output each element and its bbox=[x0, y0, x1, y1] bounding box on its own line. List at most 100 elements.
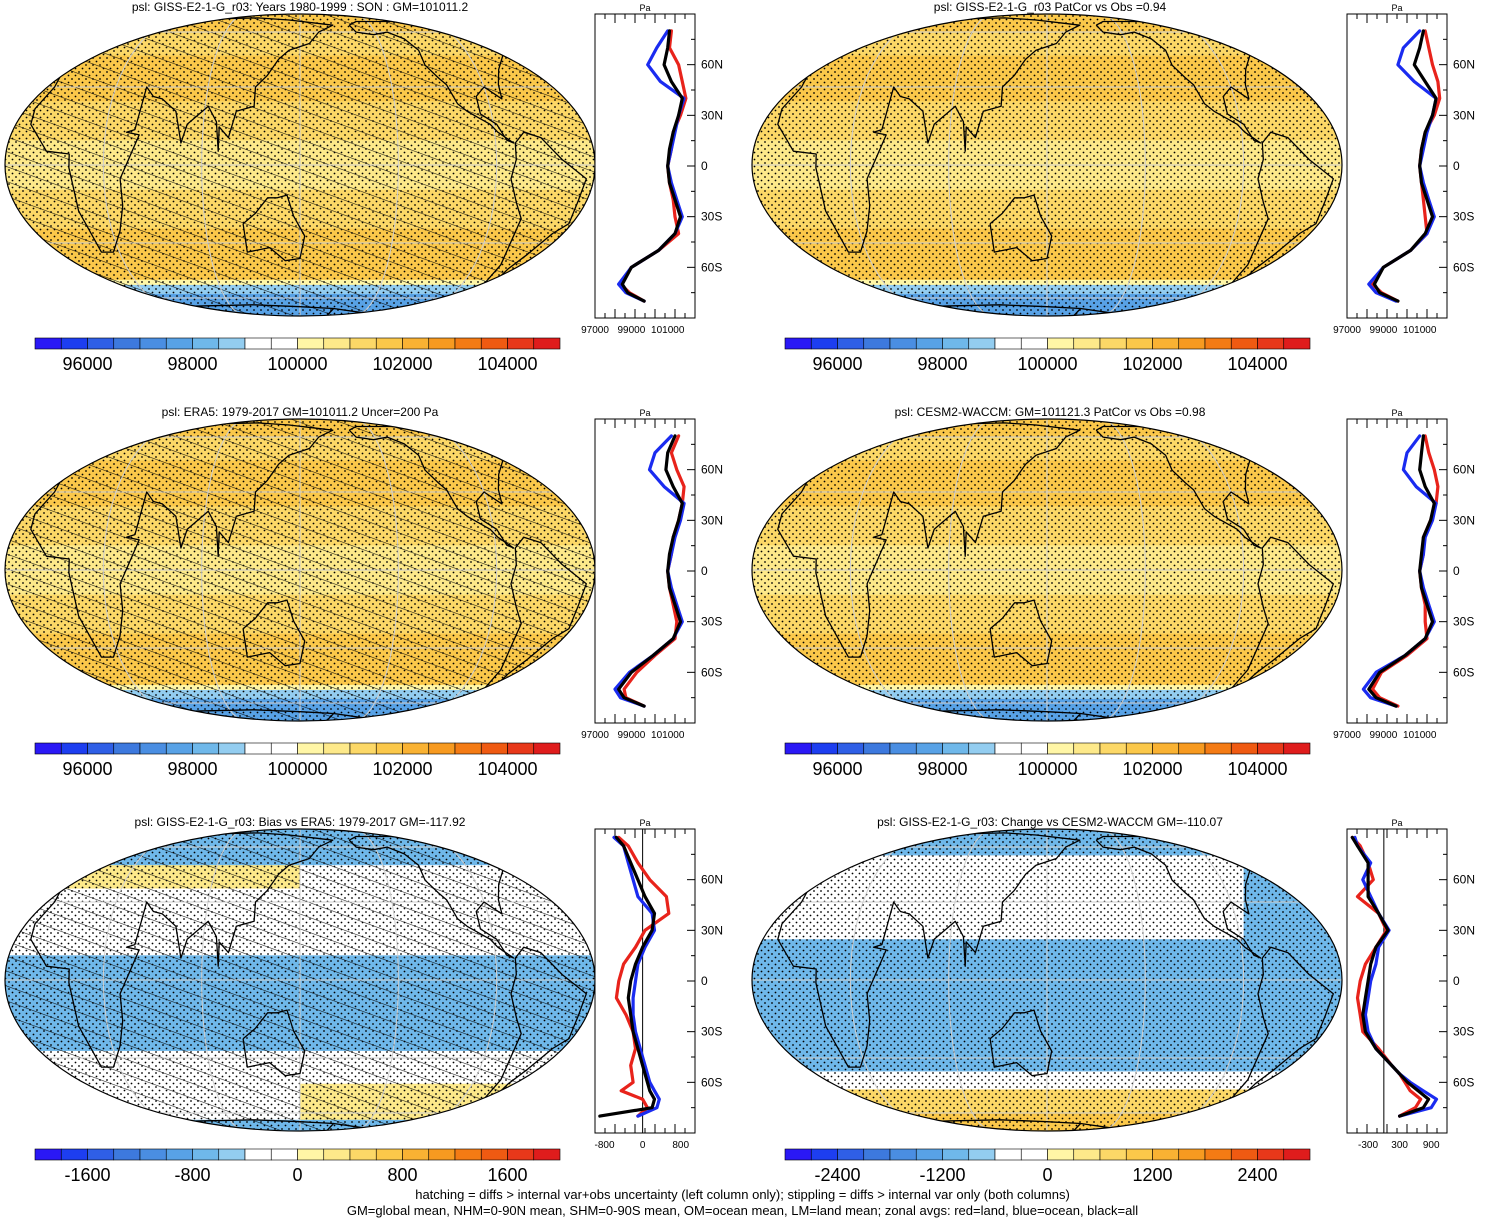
map-cell bbox=[5, 865, 104, 872]
map-cell bbox=[1145, 831, 1245, 834]
map-cell bbox=[5, 14, 104, 16]
map-cell bbox=[850, 315, 950, 316]
colorbar-tick-label: 2400 bbox=[1237, 1165, 1277, 1185]
colorbar-swatch bbox=[1178, 337, 1206, 350]
map-cell bbox=[752, 1119, 851, 1124]
map-cell bbox=[752, 829, 851, 831]
coastline bbox=[989, 1009, 1053, 1077]
map-cell bbox=[1145, 15, 1245, 17]
map-cell bbox=[5, 830, 104, 832]
map-cell bbox=[752, 32, 851, 37]
map-cell bbox=[850, 720, 950, 721]
colorbar-swatch bbox=[375, 742, 403, 755]
map-cell bbox=[850, 422, 950, 426]
zonal-profile: Pa 60N 30N 0 30S 60S 97000 99000 101000 bbox=[1333, 408, 1475, 741]
map-cell bbox=[1243, 315, 1342, 316]
profile-x-label: 97000 bbox=[581, 730, 609, 741]
map-cell bbox=[398, 829, 498, 831]
map-cell bbox=[850, 715, 950, 718]
map-cell bbox=[850, 1125, 950, 1128]
colorbar-swatch bbox=[480, 742, 508, 755]
profile-line-all bbox=[620, 29, 684, 303]
map-cell bbox=[1243, 717, 1342, 720]
map-cell bbox=[103, 1129, 203, 1131]
map-cell bbox=[5, 715, 104, 718]
map-cell bbox=[5, 851, 104, 856]
map-cell bbox=[1243, 1089, 1342, 1096]
map-cell bbox=[496, 855, 595, 861]
map-cell bbox=[850, 424, 950, 428]
map-cell bbox=[1243, 430, 1342, 434]
colorbar-tick-label: 98000 bbox=[167, 759, 217, 779]
map-cell bbox=[1243, 689, 1342, 696]
map-cell bbox=[850, 709, 950, 714]
map-cell bbox=[850, 829, 950, 831]
colorbar-swatch bbox=[784, 1148, 812, 1161]
map-cell bbox=[1243, 313, 1342, 316]
colorbar-swatch bbox=[349, 742, 377, 755]
profile-lat-label: 0 bbox=[1453, 564, 1460, 578]
map-cell bbox=[398, 1119, 498, 1124]
profile-lat-label: 60S bbox=[1453, 1075, 1474, 1089]
map-cell bbox=[752, 865, 851, 872]
map-cell bbox=[1145, 832, 1245, 836]
colorbar-swatch bbox=[192, 337, 220, 350]
profile-line-land bbox=[614, 835, 671, 1118]
map-cell bbox=[496, 834, 595, 838]
map-cell bbox=[103, 832, 203, 836]
profile-lat-label: 60N bbox=[701, 58, 723, 72]
map-outline bbox=[751, 13, 1343, 317]
map-cell bbox=[850, 831, 950, 834]
colorbar-swatch bbox=[863, 742, 891, 755]
profile-x-label: 900 bbox=[1423, 1140, 1440, 1151]
map-cell bbox=[850, 419, 950, 421]
map-cell bbox=[5, 1127, 104, 1130]
colorbar-tick-label: 102000 bbox=[1122, 759, 1182, 779]
profile-x-label: 97000 bbox=[1333, 325, 1361, 336]
map-cell bbox=[496, 718, 595, 721]
map-cell bbox=[1243, 307, 1342, 311]
map-cell bbox=[850, 313, 950, 316]
map-cell bbox=[752, 860, 851, 866]
map-cell bbox=[398, 310, 498, 313]
panel-title: psl: GISS-E2-1-G_r03: Bias vs ERA5: 1979… bbox=[134, 815, 466, 829]
map-cell bbox=[1145, 834, 1245, 838]
colorbar-swatch bbox=[1047, 742, 1075, 755]
map-cell bbox=[1243, 1108, 1342, 1114]
profile-unit-label: Pa bbox=[1391, 3, 1402, 13]
colorbar-swatch bbox=[60, 1148, 88, 1161]
map-cell bbox=[103, 14, 203, 16]
colorbar-swatch bbox=[837, 1148, 865, 1161]
map-cell bbox=[752, 717, 851, 720]
map-cell bbox=[1243, 834, 1342, 838]
map-cell bbox=[1243, 22, 1342, 26]
map-cell bbox=[1145, 1125, 1245, 1128]
colorbar-swatch bbox=[968, 337, 996, 350]
colorbar-tick-label: 102000 bbox=[1122, 354, 1182, 374]
map-cell bbox=[103, 314, 203, 316]
map-cell bbox=[103, 1122, 203, 1126]
map-cell bbox=[496, 445, 595, 451]
colorbar-swatch bbox=[1047, 1148, 1075, 1161]
map-cell bbox=[398, 313, 498, 316]
map-cell bbox=[752, 1089, 851, 1096]
map-cell bbox=[1243, 720, 1342, 721]
map-cell bbox=[1243, 301, 1342, 306]
map-meridian bbox=[1098, 419, 1146, 721]
profile-unit-label: Pa bbox=[1391, 818, 1402, 828]
map-cell bbox=[850, 1129, 950, 1131]
colorbar-swatch bbox=[349, 1148, 377, 1161]
map-cell bbox=[752, 297, 851, 303]
map-cell bbox=[850, 718, 950, 721]
map-cell bbox=[496, 22, 595, 26]
map-cell bbox=[752, 1104, 851, 1110]
map-field bbox=[5, 419, 595, 721]
map-cell bbox=[5, 441, 104, 446]
map-cell bbox=[1243, 32, 1342, 37]
map-cell bbox=[1145, 717, 1245, 720]
map-cell bbox=[1243, 419, 1342, 421]
map-cell bbox=[1243, 433, 1342, 438]
map-cell bbox=[752, 422, 851, 426]
colorbar-swatch bbox=[1204, 337, 1232, 350]
map-cell bbox=[1145, 304, 1245, 309]
